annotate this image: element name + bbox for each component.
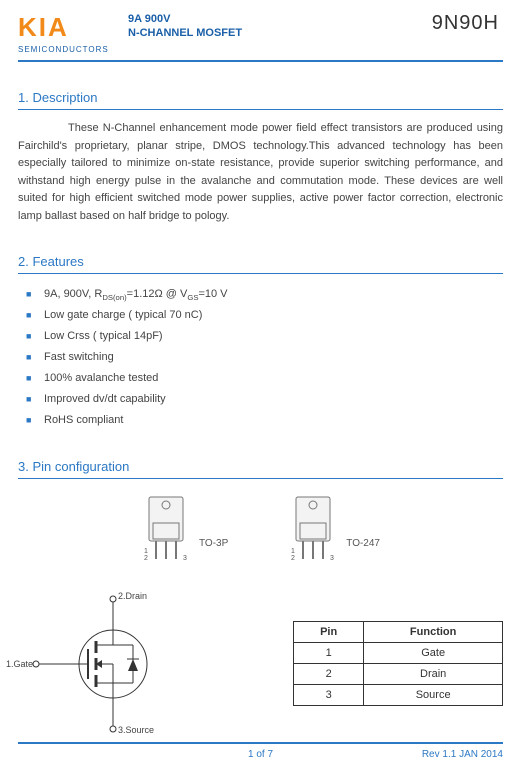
table-row: 1Gate <box>294 643 503 664</box>
package-to247: 1 2 3 TO-247 <box>288 493 380 563</box>
table-row: 2Drain <box>294 664 503 685</box>
title-line2: N-CHANNEL MOSFET <box>128 26 432 40</box>
pin-table: Pin Function 1Gate2Drain3Source <box>293 621 503 706</box>
section-rule <box>18 273 503 274</box>
title-block: 9A 900V N-CHANNEL MOSFET <box>128 12 432 41</box>
feature-item: Improved dv/dt capability <box>26 389 503 410</box>
table-cell: Gate <box>364 643 503 664</box>
table-header-function: Function <box>364 622 503 643</box>
package-row: 1 2 3 TO-3P 1 2 3 TO-247 <box>18 493 503 563</box>
feature-item: Low Crss ( typical 14pF) <box>26 326 503 347</box>
section-rule <box>18 478 503 479</box>
schematic-label-gate: 1.Gate <box>6 659 33 669</box>
svg-text:2: 2 <box>144 555 148 562</box>
svg-text:3: 3 <box>330 555 334 562</box>
package-to247-icon: 1 2 3 <box>288 493 338 563</box>
table-header-pin: Pin <box>294 622 364 643</box>
footer: 1 of 7 Rev 1.1 JAN 2014 <box>18 749 503 760</box>
package-to3p: 1 2 3 TO-3P <box>141 493 228 563</box>
table-cell: Source <box>364 685 503 706</box>
table-cell: 3 <box>294 685 364 706</box>
part-number: 9N90H <box>432 12 503 35</box>
feature-item: Fast switching <box>26 347 503 368</box>
header: KIA SEMICONDUCTORS 9A 900V N-CHANNEL MOS… <box>18 12 503 54</box>
package-to3p-icon: 1 2 3 <box>141 493 191 563</box>
table-cell: Drain <box>364 664 503 685</box>
section-title-pinconfig: 3. Pin configuration <box>18 459 503 476</box>
header-rule <box>18 60 503 62</box>
package-label-to247: TO-247 <box>346 538 380 549</box>
section-title-description: 1. Description <box>18 90 503 107</box>
page-number: 1 of 7 <box>18 749 503 760</box>
table-header-row: Pin Function <box>294 622 503 643</box>
section-title-features: 2. Features <box>18 254 503 271</box>
svg-text:1: 1 <box>144 548 148 555</box>
svg-text:3: 3 <box>183 555 187 562</box>
mosfet-schematic: 2.Drain 1.Gate 3.Source <box>18 589 198 739</box>
feature-item: Low gate charge ( typical 70 nC) <box>26 305 503 326</box>
description-text: These N-Channel enhancement mode power f… <box>18 122 503 222</box>
feature-item: 100% avalanche tested <box>26 368 503 389</box>
logo-block: KIA SEMICONDUCTORS <box>18 12 128 54</box>
section-rule <box>18 109 503 110</box>
feature-item: 9A, 900V, RDS(on)=1.12Ω @ VGS=10 V <box>26 284 503 306</box>
svg-text:2: 2 <box>291 555 295 562</box>
table-cell: 2 <box>294 664 364 685</box>
title-line1: 9A 900V <box>128 12 432 26</box>
svg-text:1: 1 <box>291 548 295 555</box>
description-body: These N-Channel enhancement mode power f… <box>18 120 503 226</box>
lower-row: 2.Drain 1.Gate 3.Source Pin Function 1Ga… <box>18 589 503 739</box>
table-row: 3Source <box>294 685 503 706</box>
logo-subtitle: SEMICONDUCTORS <box>18 45 128 54</box>
footer-rule <box>18 742 503 744</box>
features-list: 9A, 900V, RDS(on)=1.12Ω @ VGS=10 VLow ga… <box>26 284 503 431</box>
package-label-to3p: TO-3P <box>199 538 228 549</box>
feature-item: RoHS compliant <box>26 410 503 431</box>
schematic-label-source: 3.Source <box>118 725 154 735</box>
table-cell: 1 <box>294 643 364 664</box>
pin-configuration-area: 1 2 3 TO-3P 1 2 3 TO-247 <box>18 493 503 773</box>
logo: KIA <box>18 12 128 43</box>
schematic-label-drain: 2.Drain <box>118 591 147 601</box>
